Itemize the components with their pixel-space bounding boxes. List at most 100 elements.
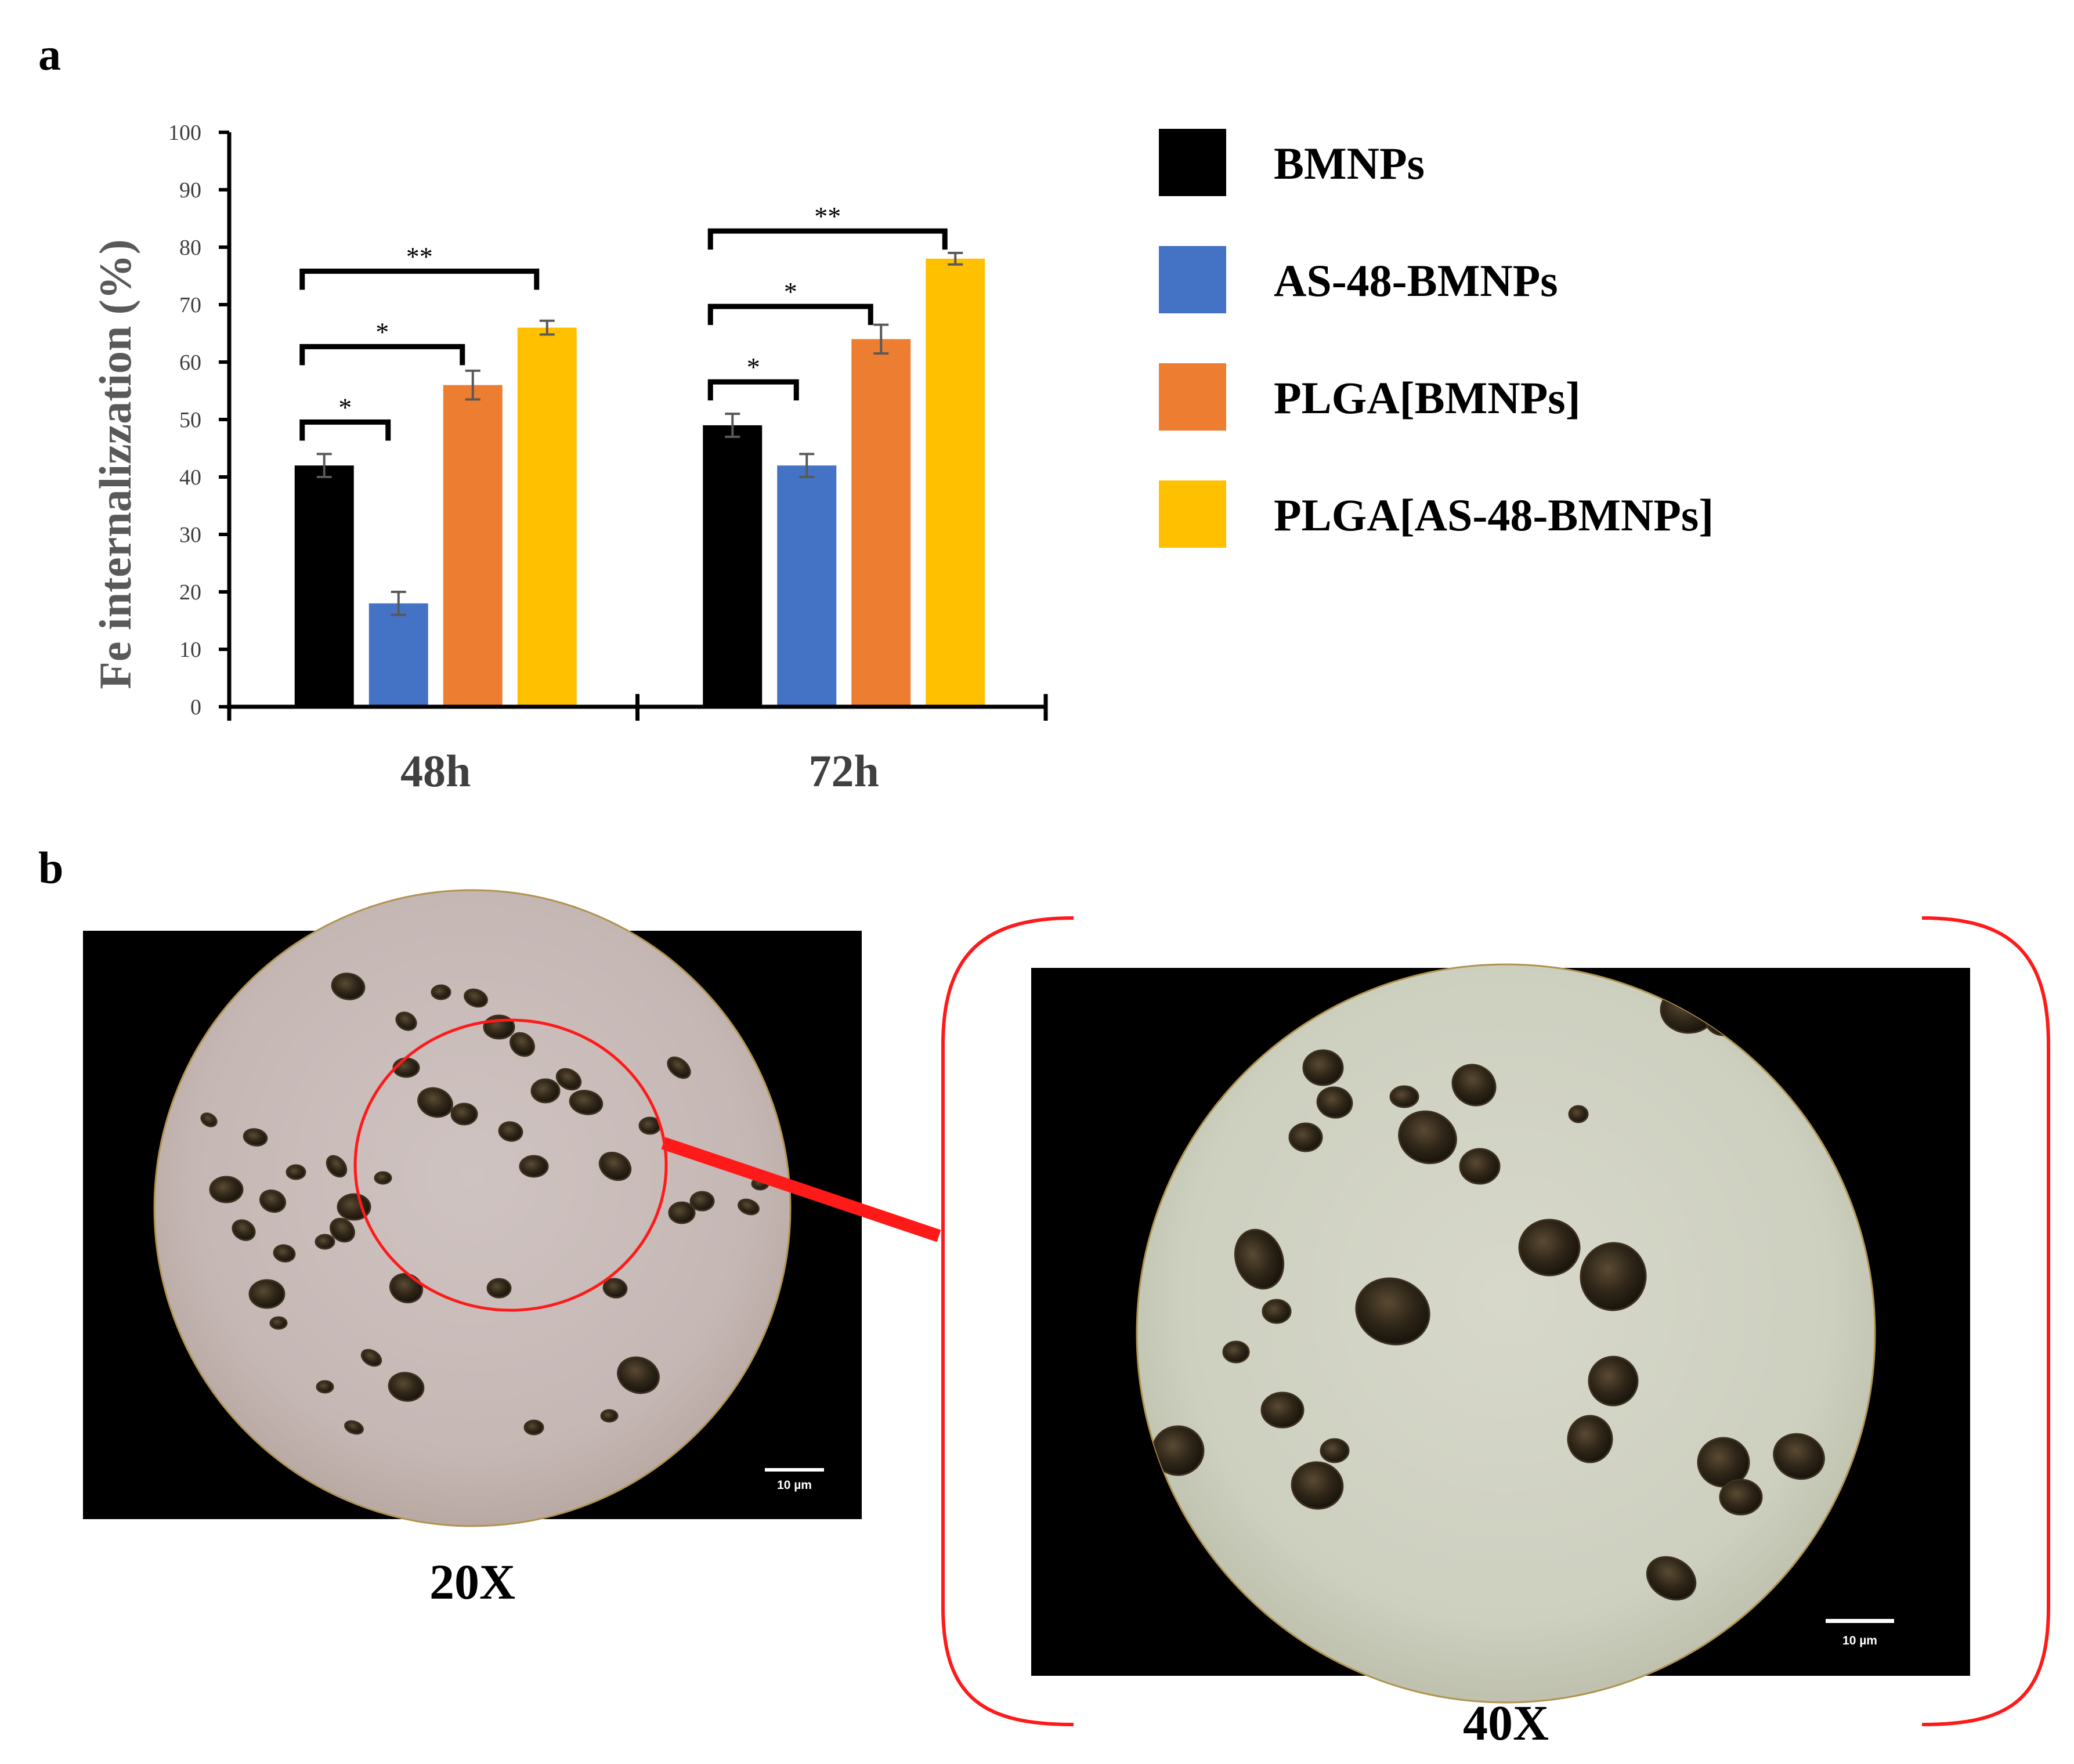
cell [523, 1419, 544, 1436]
y-axis-ticks: 0 10 20 30 40 50 60 70 80 90 100 [168, 121, 229, 720]
magnification-label-40x: 40X [1463, 1695, 1549, 1751]
legend-label: AS-48-BMNPs [1274, 255, 1558, 306]
cell [326, 1155, 348, 1178]
micrograph-20x: 10 µm [83, 889, 862, 1527]
cell [600, 1409, 619, 1423]
legend-label: PLGA[AS-48-BMNPs] [1274, 490, 1714, 540]
cell [1288, 1122, 1323, 1152]
significance-bracket [707, 228, 948, 250]
cell [598, 1151, 632, 1181]
bar [777, 465, 837, 707]
cell [232, 1219, 256, 1241]
y-tick-label: 0 [190, 695, 201, 720]
cell [395, 1011, 417, 1031]
cell [1518, 1219, 1581, 1277]
cell [1568, 1105, 1589, 1123]
cell [738, 1198, 760, 1216]
scale-bar-label: 10 µm [777, 1479, 812, 1492]
significance-brackets: ******** [299, 201, 948, 441]
significance-marker: ** [814, 201, 841, 231]
cell [316, 1380, 334, 1394]
cell [617, 1356, 660, 1394]
y-tick-label: 20 [179, 580, 201, 605]
cell [1719, 1479, 1763, 1516]
cell [1646, 1556, 1697, 1601]
zoom-region-circle [353, 1018, 668, 1312]
cell [1451, 1064, 1497, 1107]
error-bars [316, 251, 963, 616]
cell [689, 1191, 715, 1212]
significance-bracket [299, 268, 540, 290]
cell [510, 1032, 535, 1057]
cell [417, 1087, 453, 1118]
legend-swatch [1159, 363, 1226, 431]
magnification-label-20x: 20X [429, 1554, 515, 1610]
left-bracket [941, 916, 1074, 1726]
cell [1260, 1391, 1305, 1429]
microscope-field [1136, 963, 1876, 1704]
cell [209, 1176, 244, 1203]
cell [555, 1068, 582, 1091]
cell [1320, 1438, 1350, 1463]
cell [530, 1078, 561, 1104]
cell [374, 1171, 392, 1185]
x-tick-label: 48h [400, 746, 471, 796]
bars [294, 258, 985, 707]
cell [519, 1155, 549, 1178]
cell [286, 1164, 306, 1180]
panel-label-a: a [38, 29, 61, 79]
scale-bar-label: 10 µm [1842, 1634, 1877, 1647]
legend-swatch [1159, 246, 1226, 313]
cell [1262, 1299, 1292, 1324]
cell [337, 1193, 371, 1221]
scale-bar [1826, 1619, 1894, 1623]
right-bracket [1921, 916, 2050, 1726]
cell [1588, 1355, 1639, 1407]
significance-bracket [299, 344, 465, 366]
cell [1355, 1277, 1430, 1346]
cell [344, 1420, 364, 1435]
cell [1459, 1148, 1501, 1185]
significance-bracket [299, 419, 391, 441]
cell [200, 1112, 218, 1127]
cell [1234, 1228, 1285, 1290]
cell [315, 1234, 335, 1250]
y-tick-label: 100 [168, 121, 201, 145]
axes [227, 132, 1048, 721]
significance-marker: * [338, 392, 352, 422]
bar [517, 327, 577, 707]
bar [443, 385, 503, 707]
cell [1316, 1086, 1353, 1119]
significance-marker: ** [406, 241, 433, 271]
bar [703, 425, 763, 707]
y-tick-label: 70 [179, 293, 201, 317]
cell [269, 1316, 288, 1330]
cell [431, 984, 451, 1000]
legend-label: BMNPs [1274, 138, 1425, 189]
legend-swatch [1159, 480, 1226, 548]
y-tick-label: 50 [179, 408, 201, 432]
scale-bar [765, 1468, 824, 1472]
cells [200, 973, 769, 1436]
cell [498, 1121, 523, 1142]
bar [368, 603, 428, 707]
panel-label-b: b [38, 843, 63, 893]
cell [243, 1128, 268, 1147]
significance-marker: * [747, 352, 760, 382]
significance-marker: * [375, 317, 389, 346]
y-axis-title: Fe internalizzation (%) [90, 239, 140, 689]
cells [1151, 985, 1825, 1601]
cell [1222, 1340, 1250, 1364]
y-tick-label: 40 [179, 465, 201, 490]
cell [450, 1102, 478, 1126]
cell [668, 1201, 696, 1224]
y-tick-label: 90 [179, 178, 201, 203]
cell [388, 1372, 425, 1402]
legend: BMNPs AS-48-BMNPs PLGA[BMNPs] PLGA[AS-48-BM… [1159, 129, 1714, 548]
cell [464, 988, 488, 1008]
cell [248, 1279, 286, 1309]
cell [602, 1278, 628, 1299]
significance-marker: * [784, 277, 797, 306]
